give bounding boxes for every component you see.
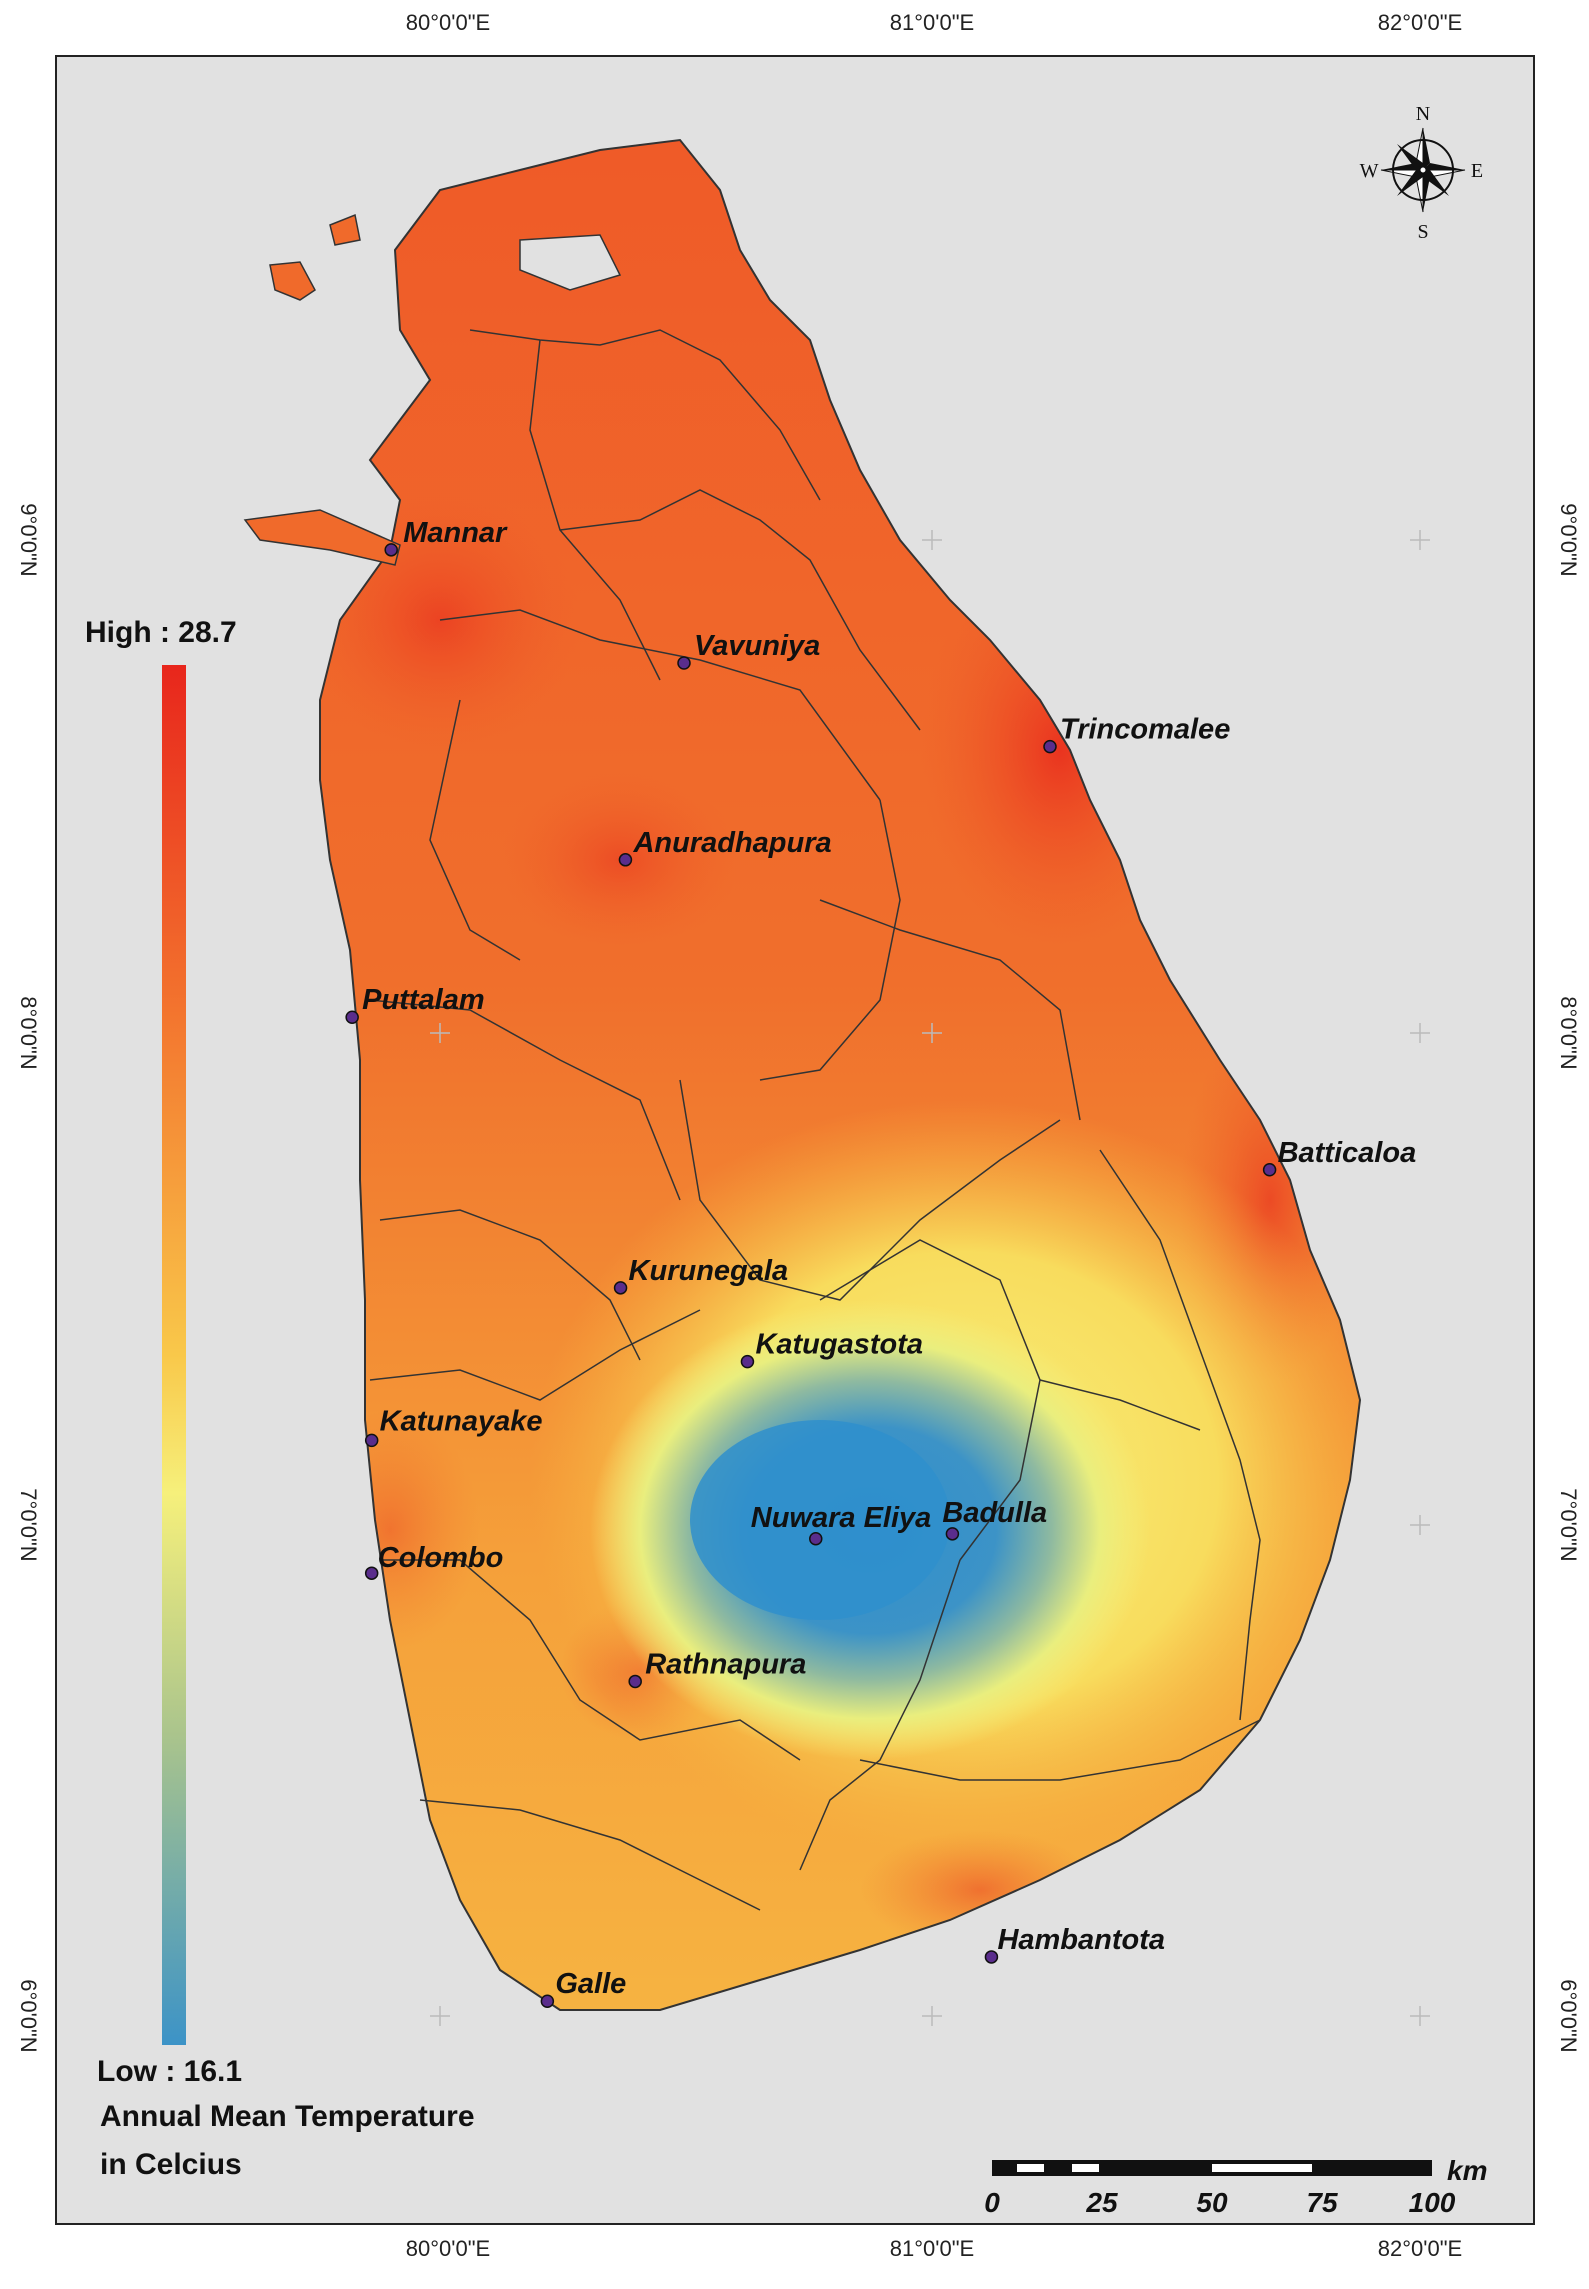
longitude-label-top: 81°0'0"E [889,10,975,35]
compass-rose-icon: N S E W [1360,103,1484,243]
city-marker [1262,1163,1277,1177]
city-label: Trincomalee [1060,714,1230,746]
city-marker [809,1532,823,1546]
city-marker [613,1281,628,1295]
city-label: Anuradhapura [632,827,831,859]
longitude-label-top: 82°0'0"E [1377,10,1463,35]
city-marker [618,853,633,867]
longitude-label-bottom: 81°0'0"E [889,2236,975,2261]
city-marker [740,1354,755,1369]
city-marker [1043,739,1057,754]
city-label: Katugastota [755,1329,923,1361]
city-marker [364,1566,379,1580]
legend-title-line1: Annual Mean Temperature [100,2100,475,2133]
islet [329,213,361,246]
city-label: Rathnapura [645,1648,806,1680]
city-label: Colombo [378,1542,504,1574]
city-label: Katunayake [380,1405,543,1437]
compass-south: S [1417,221,1428,243]
longitude-label-top: 80°0'0"E [405,10,491,35]
city-marker [364,1433,379,1448]
city-label: Hambantota [997,1924,1165,1956]
scale-unit-label: km [1447,2155,1487,2186]
scale-tick-label: 50 [1196,2187,1228,2218]
city-marker [540,1994,555,2008]
compass-west: W [1360,160,1379,182]
city-marker [945,1527,960,1541]
compass-north: N [1416,103,1430,125]
city-label: Puttalam [362,984,484,1016]
lagoon [519,234,622,291]
islet [269,261,316,301]
graticule [430,530,1430,2026]
city-label: Batticaloa [1278,1137,1417,1169]
city-marker [384,543,398,557]
city-label: Badulla [942,1497,1047,1529]
city-label: Mannar [403,517,508,549]
scale-tick-label: 75 [1306,2187,1338,2218]
legend-title-line2: in Celcius [100,2148,242,2181]
city-label: Galle [555,1968,626,2000]
compass-east: E [1471,160,1483,182]
legend-high-label: High : 28.7 [85,616,237,649]
island-fill [320,140,1360,2010]
island-outline [319,138,1362,2011]
city-label: Nuwara Eliya [751,1502,932,1534]
city-marker [345,1010,359,1024]
city-label: Vavuniya [694,630,820,662]
scale-tick-label: 0 [984,2187,1000,2218]
longitude-label-bottom: 82°0'0"E [1377,2236,1463,2261]
city-marker [628,1674,642,1689]
legend-low-label: Low : 16.1 [97,2055,243,2088]
scale-tick-label: 100 [1409,2187,1456,2218]
district-boundaries [369,329,1261,1911]
legend-color-ramp [162,665,186,2045]
scale-tick-label: 25 [1085,2187,1118,2218]
mannar-spit [243,509,401,566]
longitude-label-bottom: 80°0'0"E [405,2236,491,2261]
city-marker [984,1950,999,1964]
scale-bar: 0 25 50 75 100 km [984,2155,1487,2218]
city-label: Kurunegala [629,1255,789,1287]
city-marker [677,656,691,670]
